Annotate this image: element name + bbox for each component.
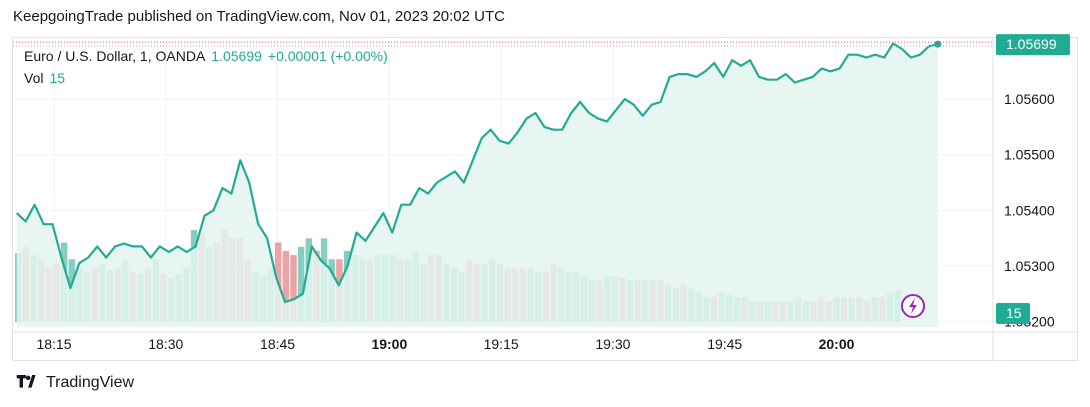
x-tick-label: 18:15 bbox=[36, 336, 71, 352]
price-change-value: +0.00001 (+0.00%) bbox=[267, 48, 388, 64]
volume-legend: Vol 15 bbox=[24, 70, 65, 86]
footer-brand: TradingView bbox=[46, 374, 135, 391]
x-tick-label: 18:45 bbox=[260, 336, 295, 352]
price-badge bbox=[996, 34, 1070, 56]
x-tick-label: 19:15 bbox=[484, 336, 519, 352]
volume-label: Vol bbox=[24, 70, 44, 86]
price-area bbox=[16, 43, 938, 327]
volume-bar bbox=[282, 250, 290, 322]
last-price-value: 1.05699 bbox=[211, 48, 262, 64]
price-badge-label: 1.05699 bbox=[1006, 36, 1057, 52]
publish-header: KeepgoingTrade published on TradingView.… bbox=[13, 8, 505, 25]
x-tick-label: 19:00 bbox=[371, 336, 407, 352]
tradingview-logo-icon bbox=[16, 375, 36, 388]
y-tick-label: 1.05300 bbox=[1004, 258, 1055, 274]
x-tick-label: 19:45 bbox=[707, 336, 742, 352]
lightning-bolt-icon bbox=[909, 298, 917, 314]
series-legend: Euro / U.S. Dollar, 1, OANDA 1.05699 +0.00… bbox=[24, 47, 388, 65]
price-line bbox=[15, 42, 939, 304]
volume-badge bbox=[996, 303, 1030, 324]
chart-frame bbox=[12, 37, 1078, 361]
last-price-dot bbox=[934, 40, 942, 48]
volume-value: 15 bbox=[49, 70, 66, 86]
symbol-label: Euro / U.S. Dollar, 1, OANDA bbox=[24, 48, 206, 64]
volume-badge-label: 15 bbox=[1006, 305, 1022, 321]
y-tick-label: 1.05400 bbox=[1004, 202, 1055, 218]
x-tick-label: 20:00 bbox=[819, 336, 855, 352]
volume-bar bbox=[297, 246, 305, 322]
y-tick-label: 1.05600 bbox=[1004, 91, 1055, 107]
volume-bar bbox=[290, 255, 297, 322]
x-tick-label: 19:30 bbox=[595, 336, 630, 352]
tradingview-footer[interactable]: TradingView bbox=[14, 374, 134, 392]
y-tick-label: 1.05500 bbox=[1004, 147, 1055, 163]
x-tick-label: 18:30 bbox=[148, 336, 183, 352]
